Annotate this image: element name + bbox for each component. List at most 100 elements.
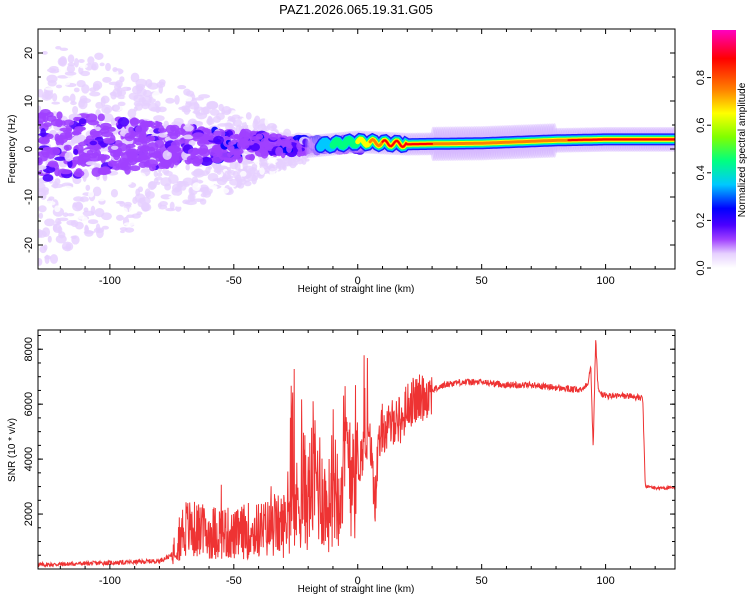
spectrogram-core bbox=[59, 127, 73, 132]
spectrogram-speckle bbox=[67, 54, 75, 64]
spectrogram-halo bbox=[305, 135, 312, 159]
spectrogram-core bbox=[40, 128, 46, 138]
spectrogram-speckle bbox=[198, 94, 211, 99]
spectrogram-core bbox=[255, 133, 264, 140]
spectrogram-speckle bbox=[154, 100, 161, 108]
spectrogram-core bbox=[54, 156, 67, 161]
spectrogram-speckle bbox=[193, 101, 199, 111]
spectrogram-speckle bbox=[115, 200, 125, 205]
spectrogram-speckle bbox=[230, 110, 237, 116]
spectrogram-speckle bbox=[178, 106, 187, 111]
spectrogram-speckle bbox=[267, 164, 278, 172]
colorbar-tick-label: 0.0 bbox=[695, 260, 707, 275]
spectrogram-speckle bbox=[83, 207, 89, 213]
spectrogram-speckle bbox=[264, 117, 270, 127]
spectrogram-core bbox=[187, 148, 201, 156]
spectrogram-core bbox=[218, 151, 231, 161]
spectrogram-core bbox=[188, 139, 196, 147]
spectrogram-core bbox=[213, 144, 221, 155]
spectrogram-core bbox=[130, 117, 139, 127]
spectrogram-speckle bbox=[62, 212, 69, 217]
spectrogram-speckle bbox=[266, 122, 278, 131]
spectrogram-speckle bbox=[117, 101, 126, 107]
spectrogram-speckle bbox=[229, 178, 240, 186]
spectrogram-speckle bbox=[115, 186, 128, 191]
spectrogram-speckle bbox=[145, 78, 153, 88]
spectrogram-speckle bbox=[46, 100, 51, 109]
spectrogram-ytick-label: 20 bbox=[23, 47, 35, 59]
spectrogram-speckle bbox=[134, 102, 143, 111]
spectrogram-speckle bbox=[207, 172, 219, 182]
spectrogram-core bbox=[86, 149, 94, 156]
spectrogram-speckle bbox=[229, 160, 239, 170]
spectrogram-speckle bbox=[49, 66, 59, 71]
spectrogram-core bbox=[186, 154, 200, 164]
spectrogram-core bbox=[238, 138, 248, 148]
spectrogram-speckle bbox=[142, 203, 150, 212]
spectrogram-speckle bbox=[212, 115, 222, 123]
spectrogram-speckle bbox=[152, 200, 161, 210]
spectrogram-speckle bbox=[200, 106, 210, 115]
spectrogram-speckle bbox=[47, 235, 52, 243]
spectrogram-speckle bbox=[260, 158, 268, 167]
spectrogram-core bbox=[100, 154, 106, 164]
spectrogram-speckle bbox=[89, 87, 97, 93]
spectrogram-core bbox=[110, 117, 116, 126]
spectrogram-speckle bbox=[58, 65, 64, 75]
spectrogram-core bbox=[71, 135, 83, 143]
spectrogram-speckle bbox=[92, 186, 102, 197]
spectrogram-speckle bbox=[168, 195, 181, 200]
spectrogram-speckle bbox=[122, 180, 132, 186]
spectrogram-core bbox=[275, 146, 284, 157]
spectrogram-speckle bbox=[168, 174, 179, 184]
ridge-red-2 bbox=[567, 138, 675, 142]
spectrogram-speckle bbox=[145, 191, 155, 199]
colorbar-tick-label: 0.8 bbox=[695, 70, 707, 85]
spectrogram-speckle bbox=[85, 184, 91, 191]
spectrogram-speckle bbox=[132, 196, 138, 205]
spectrogram-speckle bbox=[241, 117, 247, 123]
spectrogram-halo bbox=[308, 134, 315, 158]
spectrogram-core bbox=[47, 160, 59, 168]
spectrogram-speckle bbox=[185, 163, 190, 171]
spectrogram-core bbox=[268, 133, 279, 141]
spectrogram-speckle bbox=[38, 105, 42, 111]
spectrogram-core bbox=[174, 127, 186, 135]
spectrogram-xtick-label: 50 bbox=[476, 275, 488, 287]
spectrogram-core bbox=[141, 145, 151, 153]
spectrogram-core bbox=[89, 140, 98, 146]
spectrogram-core bbox=[87, 119, 100, 126]
spectrogram-speckle bbox=[127, 108, 137, 119]
spectrogram-speckle bbox=[177, 85, 187, 90]
spectrogram-speckle bbox=[61, 241, 74, 252]
spectrogram-speckle bbox=[96, 228, 104, 239]
spectrogram-speckle bbox=[240, 170, 247, 177]
spectrogram-speckle bbox=[47, 79, 57, 87]
spectrogram-speckle bbox=[226, 166, 232, 172]
spectrogram-speckle bbox=[245, 112, 252, 120]
spectrogram-core bbox=[192, 132, 205, 140]
spectrogram-speckle bbox=[52, 93, 58, 102]
spectrogram-speckle bbox=[52, 223, 58, 232]
spectrogram-core bbox=[125, 143, 136, 149]
spectrogram-core bbox=[157, 128, 168, 133]
spectrogram-speckle bbox=[49, 254, 59, 264]
snr-panel: -100 -50 0 50 100 2000 4000 6000 8000 Height of… bbox=[7, 329, 676, 595]
spectrogram-speckle bbox=[128, 206, 138, 215]
spectrogram-speckle bbox=[70, 101, 77, 106]
spectrogram-core bbox=[163, 162, 171, 170]
spectrogram-speckle bbox=[246, 174, 259, 182]
spectrogram-core bbox=[138, 152, 152, 160]
spectrogram-speckle bbox=[124, 201, 132, 207]
spectrogram-core bbox=[97, 113, 105, 122]
spectrogram-core bbox=[200, 156, 213, 166]
spectrogram-speckle bbox=[51, 101, 61, 105]
spectrogram-speckle bbox=[154, 176, 163, 181]
spectrogram-core bbox=[167, 145, 181, 154]
spectrogram-core bbox=[85, 161, 97, 166]
snr-series-line bbox=[38, 340, 675, 568]
spectrogram-ytick-label: -20 bbox=[23, 237, 35, 253]
snr-xtick-label: 100 bbox=[596, 575, 614, 587]
spectrogram-speckle bbox=[87, 219, 99, 225]
spectrogram-speckle bbox=[90, 205, 96, 216]
